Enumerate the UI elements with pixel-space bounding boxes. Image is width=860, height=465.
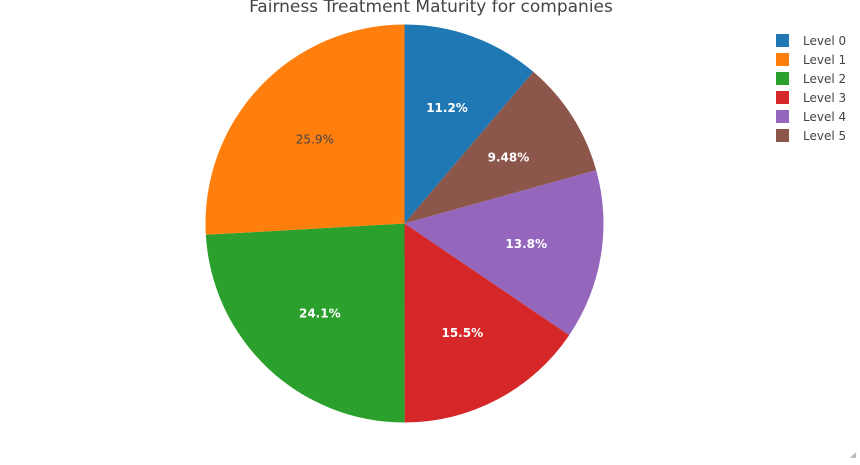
slice-label-level-0: 11.2%: [426, 101, 468, 115]
legend-label: Level 5: [803, 128, 847, 143]
legend: Level 0 Level 1 Level 2 Level 3 Level 4 Level…: [776, 31, 846, 145]
legend-item-level-2[interactable]: Level 2: [776, 69, 846, 88]
legend-label: Level 3: [803, 90, 847, 105]
pie-slice-level-1[interactable]: [205, 24, 405, 235]
legend-swatch: [776, 129, 789, 142]
legend-item-level-5[interactable]: Level 5: [776, 126, 846, 145]
chart-title: Fairness Treatment Maturity for companie…: [249, 0, 613, 17]
pie-slice-level-5[interactable]: [404, 71, 597, 224]
legend-label: Level 1: [803, 52, 847, 67]
legend-swatch: [776, 34, 789, 47]
legend-label: Level 2: [803, 71, 847, 86]
pie-slice-level-3[interactable]: [404, 223, 570, 423]
legend-item-level-1[interactable]: Level 1: [776, 50, 846, 69]
legend-item-level-4[interactable]: Level 4: [776, 107, 846, 126]
legend-swatch: [776, 91, 789, 104]
legend-label: Level 0: [803, 33, 847, 48]
legend-item-level-3[interactable]: Level 3: [776, 88, 846, 107]
slice-label-level-1: 25.9%: [296, 132, 334, 146]
legend-swatch: [776, 53, 789, 66]
legend-item-level-0[interactable]: Level 0: [776, 31, 846, 50]
legend-label: Level 4: [803, 109, 847, 124]
resize-handle-icon[interactable]: ◢: [850, 450, 857, 459]
legend-swatch: [776, 72, 789, 85]
pie-slice-level-4[interactable]: [404, 170, 604, 336]
pie-slice-level-2[interactable]: [205, 223, 405, 423]
slice-label-level-3: 15.5%: [441, 326, 483, 340]
slice-label-level-4: 13.8%: [505, 237, 547, 251]
legend-swatch: [776, 110, 789, 123]
slice-label-level-5: 9.48%: [488, 151, 530, 165]
slice-label-level-2: 24.1%: [299, 307, 341, 321]
pie-slice-level-0[interactable]: [404, 24, 534, 224]
